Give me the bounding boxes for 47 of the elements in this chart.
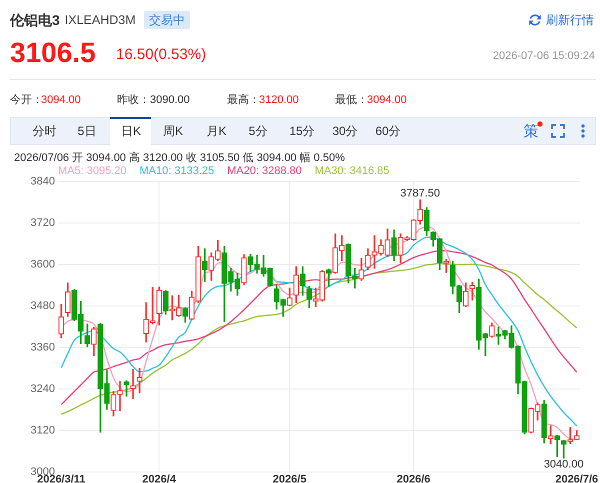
text: 昨收： bbox=[117, 94, 150, 106]
y-tick-label: 3840 bbox=[30, 176, 55, 188]
text: 3120.00 bbox=[259, 94, 299, 106]
text: 16.50(0.53%) bbox=[116, 46, 206, 62]
candlestick bbox=[136, 368, 142, 394]
x-tick-label: 2026/7/6 bbox=[555, 474, 598, 483]
text: MA30: 3416.85 bbox=[314, 165, 390, 177]
text: 3090.00 bbox=[150, 94, 190, 106]
text: 2026-07-06 15:09:24 bbox=[492, 50, 595, 62]
y-tick-label: 3360 bbox=[30, 342, 55, 354]
text: 刷新行情 bbox=[546, 13, 594, 27]
y-tick-label: 3240 bbox=[30, 383, 55, 396]
text: MA20: 3288.80 bbox=[227, 165, 302, 177]
text: MA5: 3095.20 bbox=[58, 165, 126, 177]
text: 5分 bbox=[248, 124, 268, 138]
text: 日K bbox=[120, 124, 142, 138]
text: 月K bbox=[206, 124, 227, 138]
status-badge: 交易中 bbox=[144, 11, 190, 29]
x-tick-label: 2026/4 bbox=[142, 474, 177, 483]
text: 最高： bbox=[227, 94, 260, 106]
y-tick-label: 3600 bbox=[30, 258, 55, 271]
y-tick-label: 3480 bbox=[30, 300, 55, 312]
text: 周K bbox=[162, 124, 184, 138]
candlestick bbox=[130, 368, 136, 400]
text: 3094.00 bbox=[41, 94, 81, 106]
text: 分时 bbox=[32, 124, 57, 138]
candlestick bbox=[117, 381, 123, 412]
text: 今开： bbox=[10, 94, 43, 106]
text: 15分 bbox=[289, 124, 315, 138]
text: 60分 bbox=[375, 124, 401, 138]
y-tick-label: 3720 bbox=[30, 217, 55, 230]
text: 3106.5 bbox=[10, 37, 96, 68]
text: 最低： bbox=[335, 94, 368, 106]
chart-title: 伦铝电3 bbox=[10, 12, 60, 28]
x-tick-label: 2026/6 bbox=[396, 474, 430, 483]
text: 策 bbox=[524, 122, 538, 140]
annotation: 3787.50 bbox=[400, 187, 440, 200]
text: 5日 bbox=[78, 124, 96, 138]
text: 30分 bbox=[332, 124, 358, 138]
text: 2026/07/06 开 3094.00 高 3120.00 收 3105.50 低 3094.00 幅 0.50% bbox=[14, 152, 345, 164]
x-tick-label: 2026/5 bbox=[272, 474, 306, 483]
annotation: 3040.00 bbox=[544, 458, 584, 471]
candlestick bbox=[124, 380, 130, 397]
y-tick-label: 3120 bbox=[30, 424, 55, 437]
text: MA10: 3133.25 bbox=[140, 165, 214, 177]
text: 3094.00 bbox=[367, 94, 407, 106]
chart-subtitle: IXLEAHD3M bbox=[64, 12, 136, 28]
